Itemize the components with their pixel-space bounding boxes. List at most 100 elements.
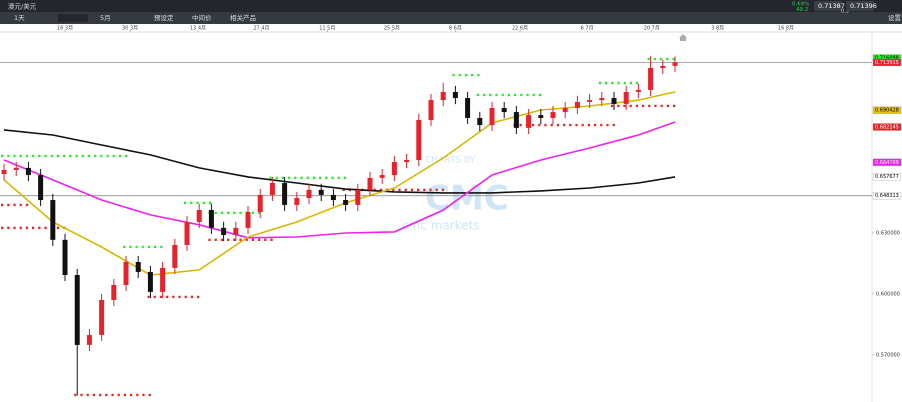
- candle-body: [62, 239, 68, 276]
- y-tick-label: 0.570000: [876, 352, 900, 358]
- candle-body: [513, 112, 519, 128]
- title-bar: [0, 0, 902, 12]
- buy-box[interactable]: [846, 1, 874, 11]
- candle-body: [99, 300, 105, 335]
- candle-body: [233, 227, 239, 235]
- candle-body: [38, 175, 44, 201]
- x-tick-label: 11 5月: [319, 26, 335, 32]
- candle-body: [257, 194, 263, 213]
- candle-body: [526, 115, 532, 128]
- price-tag-label: 0.648313: [875, 193, 899, 199]
- moving-average: [3, 129, 676, 194]
- candle-body: [111, 284, 117, 301]
- candle-body: [269, 182, 275, 195]
- y-tick-label: 0.600000: [876, 291, 900, 297]
- price-tag: [872, 173, 902, 181]
- watermark: CHARTS BY: [425, 156, 476, 166]
- candle-body: [391, 162, 397, 176]
- date-strip: [0, 24, 902, 32]
- toolbar-item[interactable]: 相关产品: [230, 13, 256, 22]
- range[interactable]: 5月: [100, 14, 111, 22]
- candle-body: [501, 107, 507, 113]
- candle-body: [635, 89, 641, 92]
- candle-body: [86, 334, 92, 345]
- moving-average: [3, 121, 676, 239]
- candle-body: [477, 117, 483, 126]
- price-tag-label: 0.690428: [875, 108, 899, 114]
- candle-body: [367, 177, 373, 190]
- x-tick-label: 6 7月: [581, 26, 594, 32]
- candle-body: [660, 65, 666, 68]
- candle-body: [404, 160, 410, 163]
- price-tag-label: 0.657677: [875, 174, 899, 180]
- x-tick-label: 22 6月: [512, 26, 528, 32]
- x-tick-label: 3 8月: [711, 26, 724, 32]
- settings[interactable]: 设置: [888, 13, 902, 22]
- candle-body: [74, 275, 80, 345]
- candle-body: [343, 200, 349, 205]
- candle-body: [489, 107, 495, 126]
- x-tick-label: 20 7月: [644, 26, 660, 32]
- candle-body: [50, 200, 56, 240]
- candle-body: [208, 209, 214, 228]
- candle-body: [147, 271, 153, 292]
- candle-body: [538, 115, 544, 118]
- candle-body: [123, 262, 129, 285]
- x-tick-label: 25 5月: [384, 26, 400, 32]
- candle-body: [465, 98, 471, 118]
- candle-body: [599, 98, 605, 101]
- x-tick-label: 13 4月: [190, 26, 206, 32]
- price-tag: [872, 158, 902, 166]
- price-tag-label: 0.713915: [875, 60, 899, 66]
- candle-body: [562, 107, 568, 113]
- toolbar-item[interactable]: 中间价: [192, 13, 212, 22]
- price-tag-label: 0.682145: [875, 124, 899, 130]
- moving-average: [3, 91, 676, 276]
- sell-price[interactable]: 0.71387: [818, 2, 845, 10]
- candle-body: [440, 91, 446, 101]
- interval[interactable]: 1天: [14, 14, 25, 22]
- candle-body: [282, 182, 288, 205]
- window-title: 澳元/美元: [8, 2, 37, 11]
- candle-body: [196, 209, 202, 222]
- candle-body: [160, 267, 166, 292]
- candle-body: [623, 91, 629, 104]
- candle-body: [13, 167, 19, 170]
- candle-body: [587, 100, 593, 102]
- candle-body: [672, 62, 678, 66]
- x-tick-label: 27 4月: [253, 26, 269, 32]
- candle-body: [416, 119, 422, 161]
- x-tick-label: 16 8月: [778, 26, 794, 32]
- candle-body: [221, 227, 227, 235]
- buy-price[interactable]: 0.71396: [850, 2, 877, 10]
- candle-body: [452, 91, 458, 99]
- candle-body: [611, 98, 617, 104]
- x-tick-label: 8 6月: [449, 26, 462, 32]
- home-icon[interactable]: [679, 34, 687, 41]
- candle-body: [25, 167, 31, 176]
- candle-body: [574, 101, 580, 108]
- spread: 0.9: [841, 9, 849, 15]
- toolbar: [0, 12, 902, 24]
- price-tag-label: 0.716098: [875, 56, 899, 62]
- candle-body: [318, 189, 324, 195]
- price-tag: [872, 192, 902, 200]
- candle-body: [135, 262, 141, 272]
- change: 0.69%: [792, 2, 809, 8]
- candle-body: [245, 212, 251, 228]
- candle-body: [379, 175, 385, 178]
- candle-body: [355, 189, 361, 205]
- price-tag: [872, 106, 902, 114]
- price-tag: [872, 123, 902, 131]
- candle-body: [184, 221, 190, 245]
- toolbar-item[interactable]: 预设定: [154, 13, 174, 22]
- watermark: cmc markets: [402, 219, 480, 233]
- candle-body: [306, 189, 312, 199]
- candle-body: [550, 112, 556, 118]
- x-tick-label: 30 3月: [122, 26, 138, 32]
- candle-body: [1, 169, 7, 175]
- chart-type-icons[interactable]: [58, 14, 88, 22]
- sell-box[interactable]: [814, 1, 842, 11]
- y-tick-label: 0.630000: [876, 230, 900, 236]
